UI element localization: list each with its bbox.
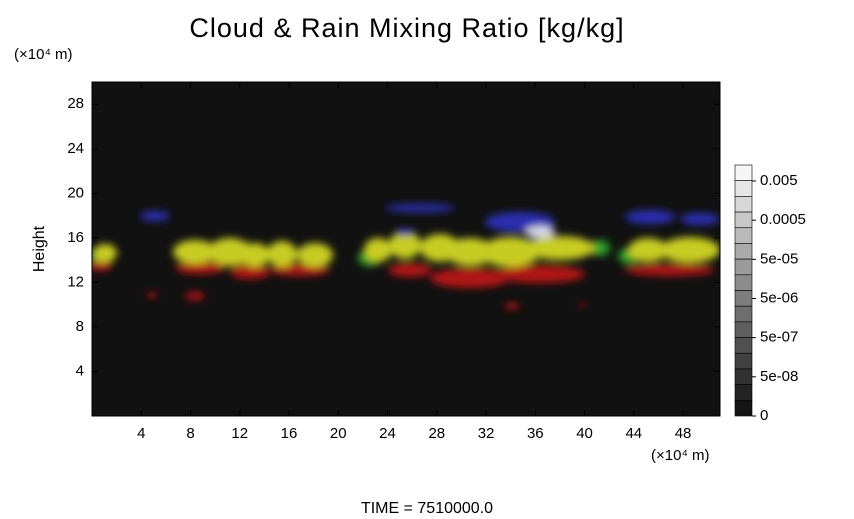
y-tick-label: 28 <box>67 95 84 112</box>
x-tick-label: 20 <box>330 425 347 442</box>
colorbar-band <box>734 384 753 401</box>
colorbar-label: 5e-05 <box>760 250 798 267</box>
y-tick-label: 24 <box>67 140 84 157</box>
colorbar-band <box>734 196 753 213</box>
x-tick-label: 16 <box>281 425 298 442</box>
x-tick-label: 40 <box>576 425 593 442</box>
x-tick-label: 8 <box>186 425 194 442</box>
x-tick-label: 12 <box>231 425 248 442</box>
x-tick-label: 44 <box>625 425 642 442</box>
colorbar-label: 0.0005 <box>760 211 806 228</box>
colorbar-band <box>734 368 753 385</box>
x-tick-label: 24 <box>379 425 396 442</box>
colorbar-band <box>734 321 753 338</box>
colorbar-band <box>734 290 753 307</box>
y-tick-label: 12 <box>67 273 84 290</box>
y-tick-label: 4 <box>76 362 84 379</box>
colorbar-band <box>734 211 753 229</box>
x-tick-label: 48 <box>675 425 692 442</box>
y-tick-label: 8 <box>76 318 84 335</box>
plot-frame <box>91 81 721 417</box>
colorbar-band <box>734 227 753 244</box>
colorbar-band <box>734 164 753 181</box>
colorbar-band <box>734 258 753 276</box>
x-unit: (×10⁴ m) <box>651 447 710 464</box>
colorbar-label: 0.005 <box>760 172 798 189</box>
colorbar: 0.005 0.0005 5e-05 5e-06 5e-07 5e-08 0 <box>734 164 806 424</box>
y-unit: (×10⁴ m) <box>14 46 73 63</box>
colorbar-label: 5e-08 <box>760 368 798 385</box>
chart-title: Cloud & Rain Mixing Ratio [kg/kg] <box>189 13 624 43</box>
colorbar-band <box>734 337 753 354</box>
footer: TIME = 7510000.0 <box>361 500 493 517</box>
colorbar-band <box>734 305 753 323</box>
colorbar-band <box>734 243 753 260</box>
x-tick-label: 28 <box>428 425 445 442</box>
colorbar-band <box>734 400 753 417</box>
field <box>92 204 720 309</box>
colorbar-band <box>734 180 753 197</box>
colorbar-label: 5e-06 <box>760 289 798 306</box>
y-axis-label: Height <box>31 225 48 272</box>
colorbar-label: 0 <box>760 407 768 424</box>
x-tick-label: 32 <box>478 425 495 442</box>
x-tick-label: 4 <box>137 425 145 442</box>
colorbar-band <box>734 274 753 291</box>
colorbar-band <box>734 352 753 370</box>
y-tick-label: 20 <box>67 184 84 201</box>
y-tick-label: 16 <box>67 229 84 246</box>
x-tick-label: 36 <box>527 425 544 442</box>
colorbar-label: 5e-07 <box>760 329 798 346</box>
